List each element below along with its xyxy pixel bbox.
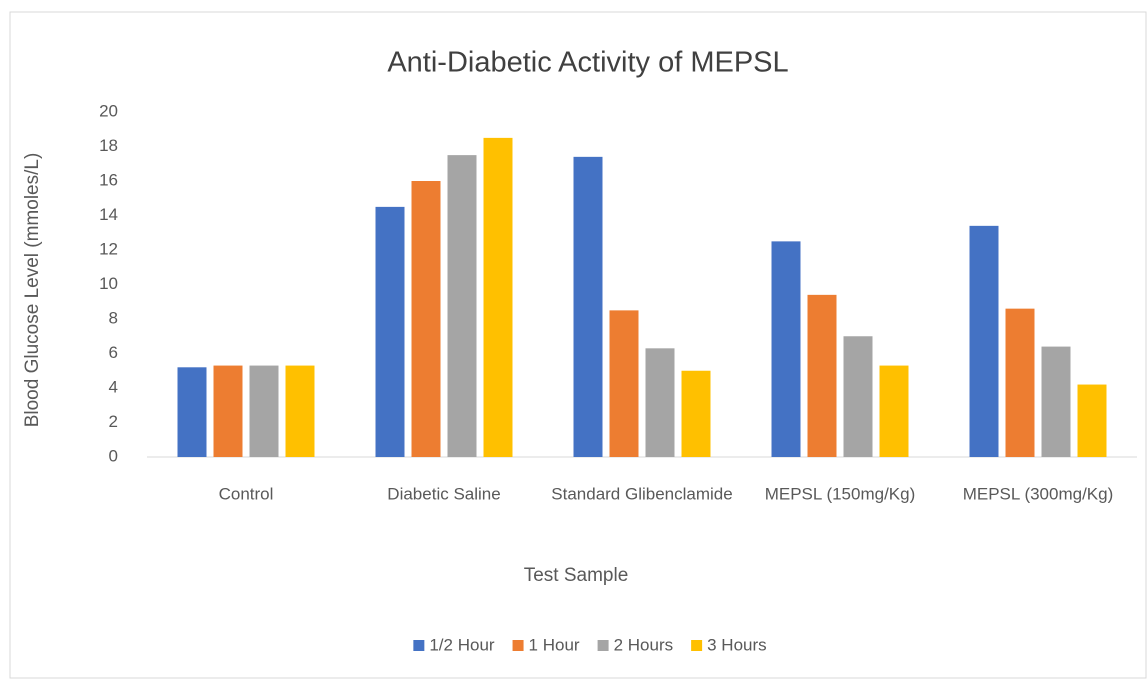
bar xyxy=(285,365,315,457)
y-tick-label: 16 xyxy=(99,170,118,189)
x-tick-label: MEPSL (150mg/Kg) xyxy=(765,484,916,503)
y-tick-label: 14 xyxy=(99,205,118,224)
bar xyxy=(483,137,513,457)
x-tick-label: Control xyxy=(219,484,274,503)
bar xyxy=(807,294,837,457)
x-tick-label: Standard Glibenclamide xyxy=(551,484,732,503)
bar xyxy=(249,365,279,457)
x-axis-title: Test Sample xyxy=(524,565,629,586)
y-tick-label: 0 xyxy=(109,446,118,465)
legend-swatch xyxy=(413,640,425,651)
y-tick-label: 10 xyxy=(99,274,118,293)
bar xyxy=(1077,384,1107,457)
y-tick-label: 18 xyxy=(99,136,118,155)
bar xyxy=(213,365,243,457)
legend-label: 1/2 Hour xyxy=(429,635,495,654)
bar xyxy=(177,367,207,457)
bar xyxy=(411,181,441,457)
y-tick-label: 20 xyxy=(99,101,118,120)
y-tick-label: 4 xyxy=(109,377,118,396)
chart-title: Anti-Diabetic Activity of MEPSL xyxy=(387,47,788,79)
bar xyxy=(573,156,603,457)
legend-label: 2 Hours xyxy=(614,635,674,654)
bar xyxy=(969,225,999,457)
x-tick-label: MEPSL (300mg/Kg) xyxy=(963,484,1114,503)
bar xyxy=(879,365,909,457)
x-tick-label: Diabetic Saline xyxy=(387,484,500,503)
legend-swatch xyxy=(691,640,703,651)
bar xyxy=(375,206,405,457)
bar xyxy=(681,370,711,457)
y-tick-label: 6 xyxy=(109,343,118,362)
legend-label: 3 Hours xyxy=(707,635,767,654)
y-tick-label: 12 xyxy=(99,239,118,258)
y-axis-title: Blood Glucose Level (mmoles/L) xyxy=(22,153,43,428)
y-tick-label: 8 xyxy=(109,308,118,327)
legend: 1/2 Hour 1 Hour 2 Hours 3 Hours xyxy=(413,635,767,654)
legend-swatch xyxy=(512,640,524,651)
bar xyxy=(771,241,801,457)
bar xyxy=(843,336,873,457)
bar xyxy=(1005,308,1035,457)
bar xyxy=(1041,346,1071,457)
legend-label: 1 Hour xyxy=(529,635,580,654)
y-tick-label: 2 xyxy=(109,412,118,431)
bar xyxy=(645,348,675,457)
legend-swatch xyxy=(597,640,609,651)
bar xyxy=(447,155,477,457)
bar xyxy=(609,310,639,457)
